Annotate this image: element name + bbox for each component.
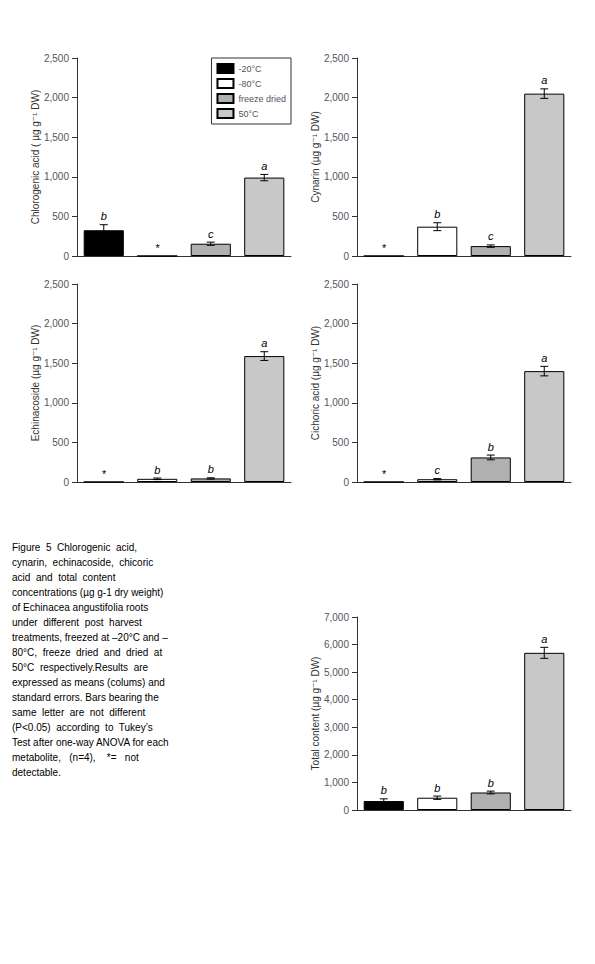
svg-text:Cynarin (µg g⁻¹ DW): Cynarin (µg g⁻¹ DW) bbox=[310, 111, 321, 203]
svg-text:1,000: 1,000 bbox=[324, 397, 349, 408]
svg-text:0: 0 bbox=[63, 477, 69, 488]
svg-text:a: a bbox=[261, 160, 267, 172]
svg-text:concentrations (µg g-1 dry wei: concentrations (µg g-1 dry weight) bbox=[12, 587, 163, 598]
svg-text:2,500: 2,500 bbox=[324, 53, 349, 64]
svg-text:same letter are not differ: same letter are not different bbox=[12, 707, 145, 718]
svg-text:b: b bbox=[208, 463, 214, 475]
svg-text:500: 500 bbox=[52, 437, 69, 448]
svg-text:of Echinacea angustifolia root: of Echinacea angustifolia roots bbox=[12, 602, 148, 613]
svg-text:1,000: 1,000 bbox=[324, 171, 349, 182]
svg-text:2,500: 2,500 bbox=[44, 53, 69, 64]
svg-text:6,000: 6,000 bbox=[324, 639, 349, 650]
svg-text:0: 0 bbox=[63, 251, 69, 262]
svg-text:treatments, freezed at –20°C a: treatments, freezed at –20°C and – bbox=[12, 632, 168, 643]
svg-text:50°C respectively.Results ar: 50°C respectively.Results are bbox=[12, 662, 149, 673]
svg-text:acid and total content: acid and total content bbox=[12, 572, 116, 583]
svg-text:*: * bbox=[102, 468, 107, 480]
svg-text:Cichoric acid (µg g⁻¹ DW): Cichoric acid (µg g⁻¹ DW) bbox=[310, 326, 321, 440]
svg-text:c: c bbox=[208, 228, 214, 240]
svg-text:1,000: 1,000 bbox=[44, 397, 69, 408]
svg-text:metabolite, (n=4), *= n: metabolite, (n=4), *= not bbox=[12, 752, 139, 763]
svg-text:50°C: 50°C bbox=[238, 109, 259, 119]
svg-text:2,500: 2,500 bbox=[44, 279, 69, 290]
svg-text:2,000: 2,000 bbox=[324, 318, 349, 329]
svg-text:5,000: 5,000 bbox=[324, 667, 349, 678]
svg-text:b: b bbox=[434, 208, 440, 220]
svg-text:detectable.: detectable. bbox=[12, 767, 61, 778]
svg-text:1,500: 1,500 bbox=[324, 358, 349, 369]
svg-text:*: * bbox=[155, 242, 160, 254]
svg-text:b: b bbox=[488, 777, 494, 789]
svg-text:3,000: 3,000 bbox=[324, 722, 349, 733]
svg-text:(P<0.05) according to Tukey: (P<0.05) according to Tukey’s bbox=[12, 722, 153, 733]
svg-text:1,500: 1,500 bbox=[44, 132, 69, 143]
svg-text:b: b bbox=[434, 782, 440, 794]
svg-text:0: 0 bbox=[343, 251, 349, 262]
svg-text:Figure 5 Chlorogenic acid,: Figure 5 Chlorogenic acid, bbox=[12, 542, 137, 553]
svg-text:-20°C: -20°C bbox=[238, 64, 262, 74]
svg-text:1,500: 1,500 bbox=[324, 132, 349, 143]
svg-text:2,500: 2,500 bbox=[324, 279, 349, 290]
svg-text:*: * bbox=[382, 242, 387, 254]
svg-text:500: 500 bbox=[332, 211, 349, 222]
svg-text:7,000: 7,000 bbox=[324, 612, 349, 623]
svg-text:Total content (µg g⁻¹ DW): Total content (µg g⁻¹ DW) bbox=[310, 657, 321, 771]
svg-text:c: c bbox=[488, 230, 494, 242]
svg-text:4,000: 4,000 bbox=[324, 694, 349, 705]
svg-text:b: b bbox=[488, 441, 494, 453]
svg-text:1,000: 1,000 bbox=[324, 777, 349, 788]
svg-text:b: b bbox=[381, 784, 387, 796]
svg-text:a: a bbox=[541, 74, 547, 86]
svg-text:*: * bbox=[382, 468, 387, 480]
svg-text:expressed as means (colums) an: expressed as means (colums) and bbox=[12, 677, 165, 688]
svg-text:2,000: 2,000 bbox=[44, 92, 69, 103]
svg-text:Chlorogenic acid ( µg g⁻¹ DW): Chlorogenic acid ( µg g⁻¹ DW) bbox=[30, 90, 41, 224]
svg-text:b: b bbox=[154, 464, 160, 476]
svg-text:-80°C: -80°C bbox=[238, 79, 262, 89]
svg-text:1,000: 1,000 bbox=[44, 171, 69, 182]
svg-text:b: b bbox=[101, 210, 107, 222]
svg-text:80°C, freeze dried and dri: 80°C, freeze dried and dried at bbox=[12, 647, 162, 658]
svg-text:cynarin, echinacoside, chico: cynarin, echinacoside, chicoric bbox=[12, 557, 153, 568]
svg-text:2,000: 2,000 bbox=[324, 749, 349, 760]
svg-text:2,000: 2,000 bbox=[324, 92, 349, 103]
svg-text:Test after one-way ANOVA for e: Test after one-way ANOVA for each bbox=[12, 737, 169, 748]
svg-text:1,500: 1,500 bbox=[44, 358, 69, 369]
svg-text:a: a bbox=[541, 352, 547, 364]
svg-text:a: a bbox=[541, 633, 547, 645]
svg-text:standard errors. Bars bearing: standard errors. Bars bearing the bbox=[12, 692, 159, 703]
svg-text:freeze dried: freeze dried bbox=[238, 94, 286, 104]
svg-text:0: 0 bbox=[343, 805, 349, 816]
svg-text:500: 500 bbox=[332, 437, 349, 448]
svg-text:under different post harves: under different post harvest bbox=[12, 617, 142, 628]
svg-text:500: 500 bbox=[52, 211, 69, 222]
svg-text:c: c bbox=[435, 464, 441, 476]
svg-text:0: 0 bbox=[343, 477, 349, 488]
svg-text:2,000: 2,000 bbox=[44, 318, 69, 329]
svg-text:a: a bbox=[261, 337, 267, 349]
svg-text:Echinacoside (µg g⁻¹ DW): Echinacoside (µg g⁻¹ DW) bbox=[30, 325, 41, 442]
